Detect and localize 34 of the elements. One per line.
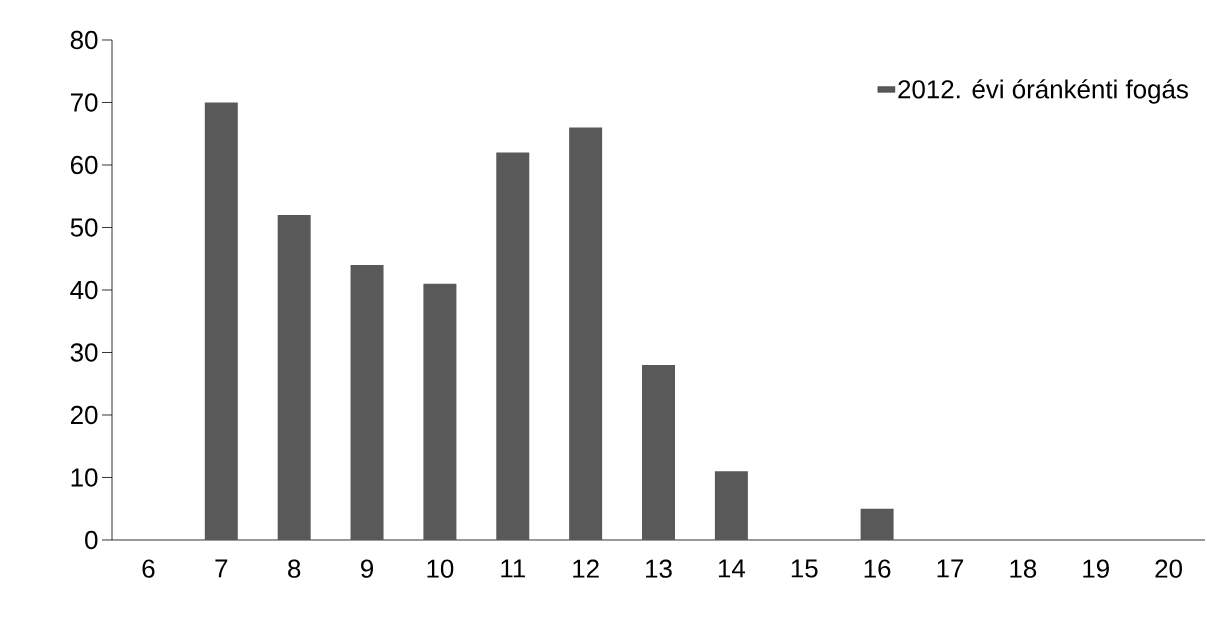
x-tick-label: 14: [718, 559, 746, 578]
bar: [642, 365, 676, 540]
x-tick-label: 7: [215, 559, 228, 578]
bar: [204, 102, 238, 540]
bar: [350, 265, 384, 540]
bar: [423, 283, 457, 540]
x-tick-label: 6: [142, 559, 155, 578]
y-tick-label: 70: [71, 93, 98, 112]
y-tick-label: 0: [85, 530, 98, 550]
y-tick-label: 50: [70, 218, 98, 237]
x-tick-label: 8: [288, 559, 301, 578]
y-tick-label: 30: [70, 343, 98, 362]
bar: [496, 152, 530, 540]
x-tick-label: 10: [427, 559, 454, 578]
x-tick-label: 12: [573, 559, 599, 578]
bar: [569, 127, 603, 540]
y-tick-label: 80: [70, 30, 98, 50]
x-tick-label: 17: [937, 559, 964, 578]
bar: [860, 508, 894, 540]
legend-label: 2012. évi óránkénti fogás: [898, 79, 1188, 104]
bar: [714, 471, 748, 540]
x-tick-label: 19: [1083, 559, 1109, 578]
y-tick-label: 60: [70, 155, 98, 175]
x-tick-label: 13: [646, 559, 672, 578]
y-tick-label: 40: [70, 280, 98, 300]
x-tick-label: 11: [501, 559, 525, 578]
x-tick-label: 16: [864, 559, 891, 578]
x-tick-label: 15: [791, 559, 818, 578]
y-tick-label: 20: [70, 405, 98, 425]
bar: [277, 215, 311, 540]
x-tick-label: 20: [1155, 559, 1182, 578]
x-tick-label: 9: [361, 559, 374, 578]
y-tick-label: 10: [71, 468, 98, 487]
x-tick-label: 18: [1010, 559, 1037, 578]
